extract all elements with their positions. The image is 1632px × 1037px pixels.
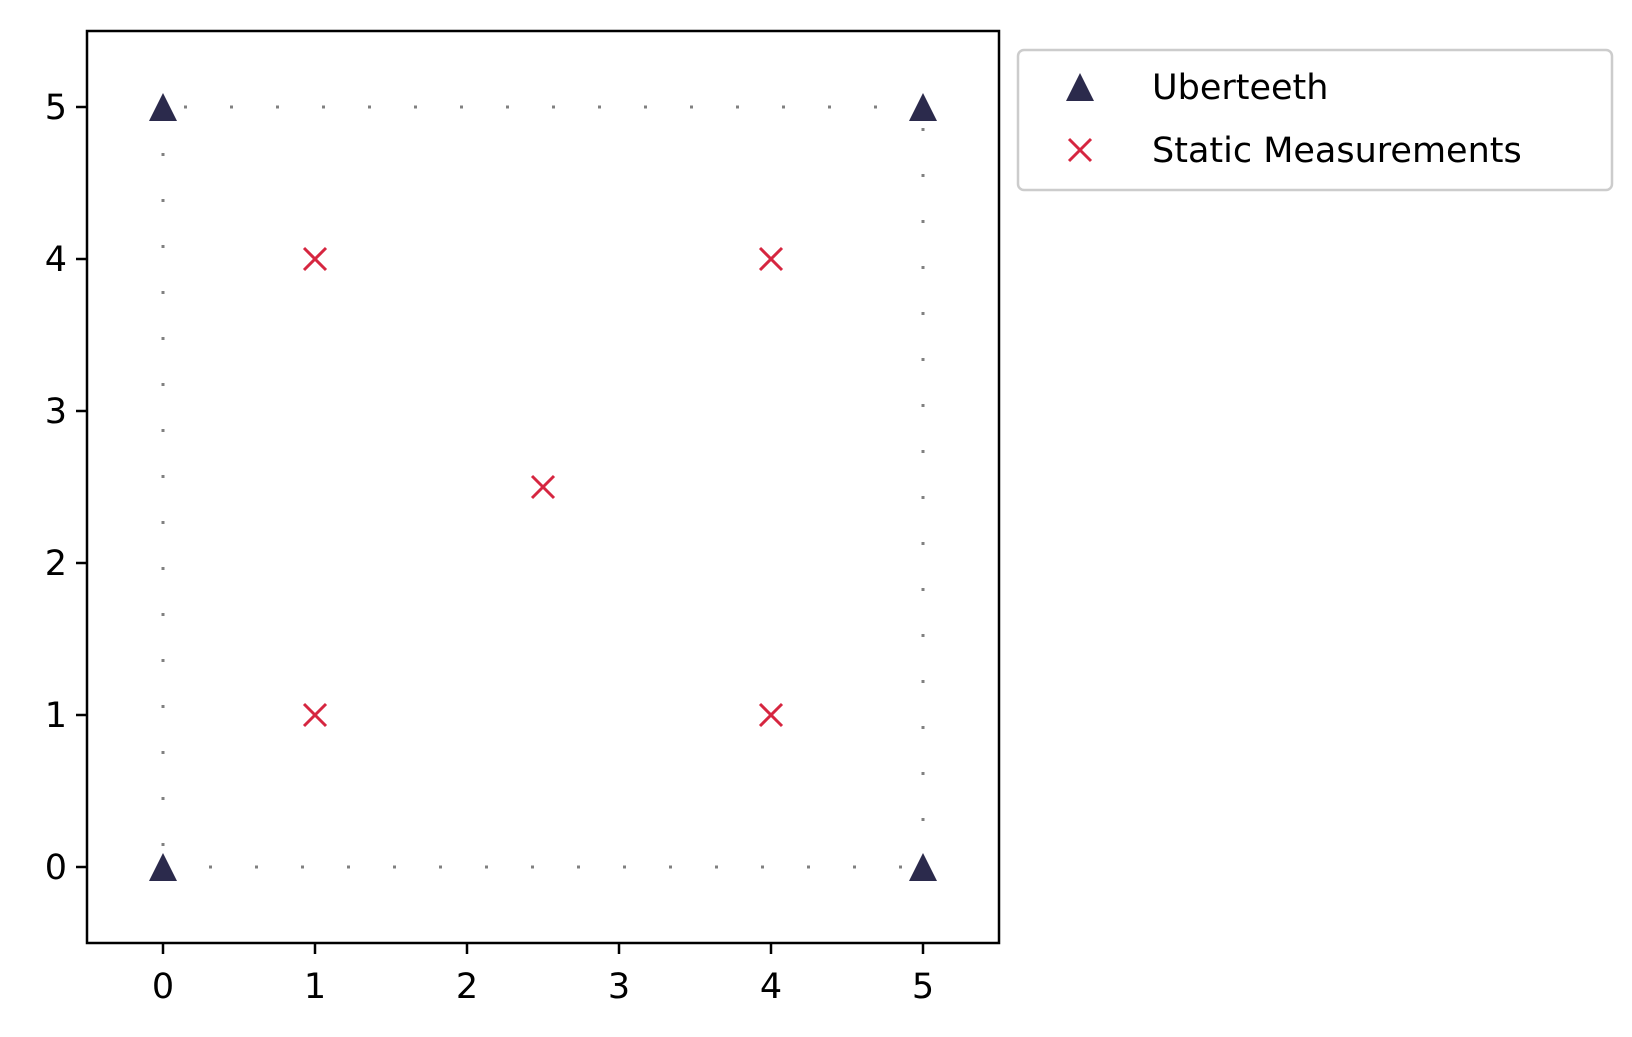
x-axis: 0 1 2 3 4 5 [152,943,934,1007]
data-marks [149,93,937,881]
triangle-marker [149,853,177,881]
x-tick-label: 4 [760,967,782,1007]
x-tick-label: 3 [608,967,630,1007]
y-tick-label: 1 [45,696,67,736]
x-tick-label: 5 [912,967,934,1007]
legend-label: Static Measurements [1152,131,1522,171]
triangle-marker [149,93,177,121]
y-tick-label: 2 [45,544,67,584]
x-marker [758,246,784,272]
x-tick-label: 2 [456,967,478,1007]
x-marker [530,474,556,500]
x-marker [758,702,784,728]
legend-label: Uberteeth [1152,68,1328,108]
x-marker [302,702,328,728]
legend-entry: Static Measurements [1067,131,1522,171]
triangle-marker [909,853,937,881]
y-tick-label: 4 [45,240,67,280]
triangle-marker [909,93,937,121]
y-tick-label: 3 [45,392,67,432]
x-marker [302,246,328,272]
x-tick-label: 0 [152,967,174,1007]
legend-box [1016,48,1614,192]
x-tick-label: 1 [304,967,326,1007]
y-tick-label: 5 [45,88,67,128]
legend: Uberteeth Static Measurements [1016,48,1614,192]
plot-area-frame [85,29,1001,945]
legend-entry: Uberteeth [1066,68,1328,108]
y-tick-label: 0 [45,848,67,888]
legend-x-icon [1067,137,1093,163]
y-axis: 0 1 2 3 4 5 [45,88,87,888]
legend-triangle-icon [1066,73,1094,101]
